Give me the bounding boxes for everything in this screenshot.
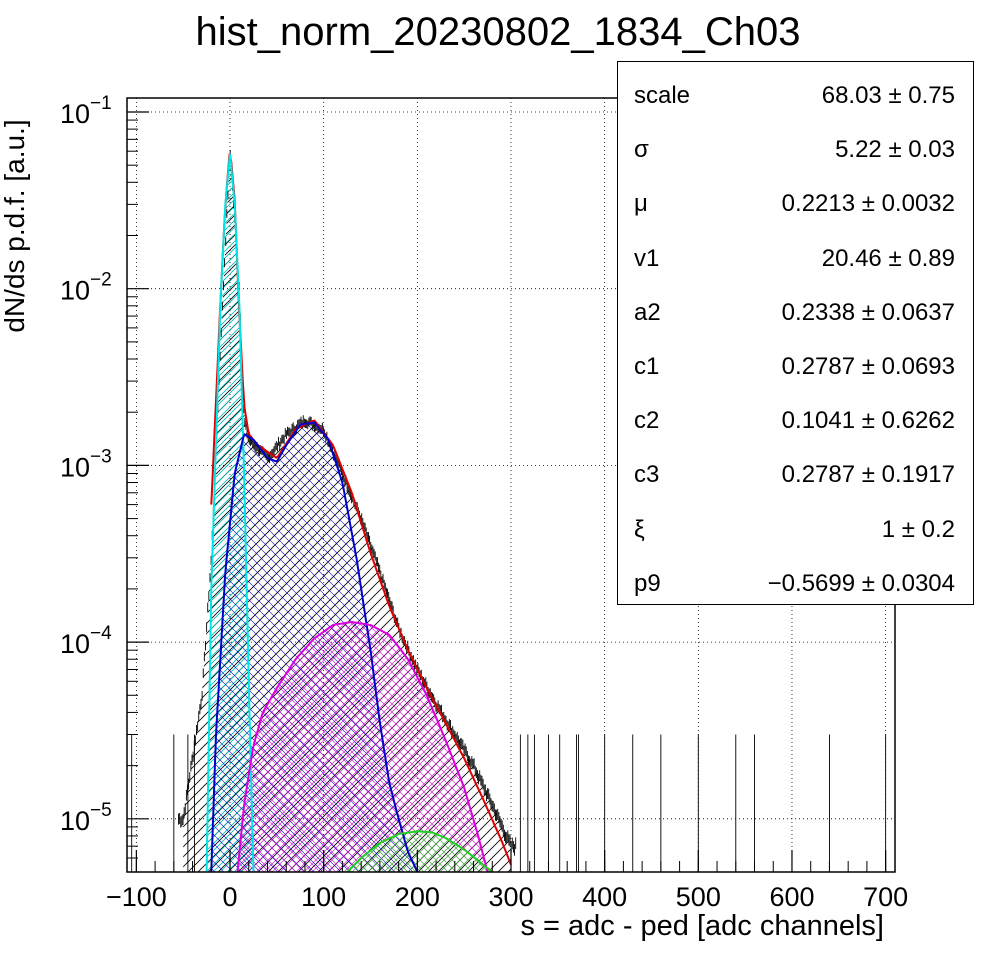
stat-row: p9 −0.5699 ± 0.0304: [618, 554, 973, 608]
fit-curves: [205, 153, 512, 873]
stat-value: −0.5699 ± 0.0304: [767, 569, 955, 597]
stat-value: 0.2338 ± 0.0637: [781, 298, 955, 326]
stat-row: σ 5.22 ± 0.03: [618, 120, 973, 174]
stat-name: scale: [634, 82, 691, 109]
stat-value: 0.2787 ± 0.1917: [781, 461, 955, 489]
stat-row: c2 0.1041 ± 0.6262: [618, 391, 973, 445]
x-tick-label: 0: [223, 882, 238, 912]
y-axis-label: dN/ds p.d.f. [a.u.]: [0, 119, 30, 333]
stat-name: σ: [634, 136, 649, 164]
stat-row: v1 20.46 ± 0.89: [618, 229, 973, 283]
stat-name: c1: [634, 353, 660, 380]
y-tick-exponent: −2: [90, 270, 112, 291]
y-tick-exponent: −5: [90, 800, 112, 821]
x-tick-label: 200: [395, 882, 440, 912]
stat-row: ξ 1 ± 0.2: [618, 500, 973, 554]
stat-value: 20.46 ± 0.89: [821, 244, 955, 272]
stat-row: c3 0.2787 ± 0.1917: [618, 445, 973, 499]
stat-name: p9: [634, 569, 661, 597]
y-tick-label: 10: [60, 276, 90, 306]
axes: −100 0 100 200 300 400 500 600 70010−510−410−310…: [60, 93, 908, 912]
stat-value: 5.22 ± 0.03: [835, 136, 955, 164]
stat-row: scale 68.03 ± 0.75: [618, 66, 973, 120]
stat-row: μ 0.2213 ± 0.0032: [618, 174, 973, 228]
curve-1-p-e-: [210, 421, 419, 873]
stat-value: 0.2213 ± 0.0032: [781, 190, 955, 218]
x-tick-label: 500: [676, 882, 721, 912]
chart-title: hist_norm_20230802_1834_Ch03: [195, 10, 801, 54]
x-tick-label: 100: [301, 882, 346, 912]
y-tick-exponent: −4: [90, 623, 112, 644]
stat-name: ξ: [634, 515, 645, 543]
x-tick-label: 600: [769, 882, 814, 912]
curve-2-p-e-: [236, 620, 489, 873]
stat-name: c2: [634, 407, 660, 435]
y-tick-exponent: −3: [90, 446, 112, 467]
x-tick-label: 400: [582, 882, 627, 912]
y-tick-label: 10: [60, 99, 90, 129]
curve-pedestal: [205, 153, 255, 873]
curve-3-p-e-: [346, 830, 493, 873]
curve-total-fit: [210, 153, 512, 866]
y-tick-exponent: −1: [90, 93, 112, 114]
stat-name: a2: [634, 298, 661, 326]
x-tick-label: 300: [488, 882, 533, 912]
fill-2-p-e-: [237, 622, 488, 872]
x-axis-label: s = adc - ped [adc channels]: [520, 910, 884, 942]
stat-name: v1: [634, 244, 660, 272]
stat-value: 1 ± 0.2: [881, 515, 955, 543]
stat-row: a2 0.2338 ± 0.0637: [618, 283, 973, 337]
y-tick-label: 10: [60, 452, 90, 482]
x-tick-label: 700: [863, 882, 908, 912]
stat-row: c1 0.2787 ± 0.0693: [618, 337, 973, 391]
y-tick-label: 10: [60, 629, 90, 659]
x-tick-label: −100: [106, 882, 167, 912]
y-tick-label: 10: [60, 806, 90, 836]
fit-statistics-box: scale 68.03 ± 0.75 σ 5.22 ± 0.03 μ 0.2213 ± 0…: [617, 61, 974, 605]
stat-value: 0.1041 ± 0.6262: [781, 407, 955, 435]
stat-value: 0.2787 ± 0.0693: [781, 353, 955, 380]
stat-name: μ: [634, 190, 648, 218]
stat-value: 68.03 ± 0.75: [821, 82, 955, 109]
stat-name: c3: [634, 461, 660, 489]
